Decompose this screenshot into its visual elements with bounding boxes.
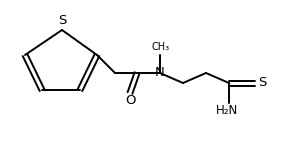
Text: H₂N: H₂N <box>216 104 238 117</box>
Text: S: S <box>58 15 66 27</box>
Text: N: N <box>155 66 165 80</box>
Text: O: O <box>125 93 135 106</box>
Text: CH₃: CH₃ <box>152 42 170 52</box>
Text: S: S <box>258 77 266 89</box>
